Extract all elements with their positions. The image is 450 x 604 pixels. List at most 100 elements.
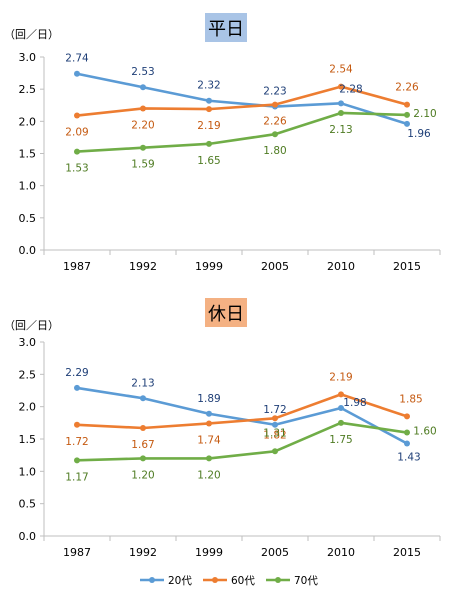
y-tick-label: 1.0 (19, 180, 37, 193)
data-label: 1.72 (65, 436, 88, 448)
data-point (338, 100, 344, 107)
series-line-70代 (76, 111, 408, 153)
data-label: 1.65 (197, 155, 220, 167)
data-label: 1.96 (407, 128, 431, 140)
data-label: 1.17 (65, 471, 88, 483)
data-point (140, 144, 146, 151)
data-label: 2.29 (65, 367, 88, 379)
data-label: 1.72 (263, 404, 286, 416)
series-line-20代 (76, 386, 408, 445)
data-point (74, 457, 80, 464)
data-label: 1.80 (263, 145, 286, 157)
data-label: 1.98 (343, 397, 366, 409)
data-label: 1.20 (131, 469, 154, 481)
y-tick-label: 2.0 (19, 401, 37, 414)
data-label: 2.53 (131, 66, 154, 78)
chart-title-box (205, 13, 247, 42)
data-label: 2.13 (131, 377, 154, 389)
y-tick-label: 2.5 (19, 368, 37, 381)
data-point (74, 148, 80, 155)
x-tick-label: 1987 (63, 260, 91, 273)
x-tick-label: 1987 (63, 546, 91, 559)
y-tick-label: 3.0 (19, 336, 37, 349)
data-label: 1.59 (131, 159, 154, 171)
x-tick-label: 1999 (195, 546, 223, 559)
data-label: 1.60 (413, 426, 436, 438)
data-label: 2.23 (263, 86, 286, 98)
chart-panel-2: 休日 （回／日） 0.0 0.5 1.0 1.5 2.0 2.5 3.0 1987 1992 1999… (4, 298, 441, 559)
legend-swatch-marker (149, 577, 155, 583)
data-label: 1.53 (65, 163, 88, 175)
data-label: 2.19 (329, 371, 352, 383)
data-label: 2.28 (339, 83, 362, 95)
data-point (272, 131, 278, 138)
data-label: 1.74 (197, 434, 221, 446)
data-point (338, 109, 344, 116)
data-point (206, 140, 212, 147)
chart-title-box (205, 298, 247, 327)
data-label: 2.13 (329, 124, 352, 136)
y-tick-label: 0.0 (19, 244, 37, 257)
data-label: 2.19 (197, 120, 220, 132)
data-point (404, 440, 410, 447)
data-point (206, 455, 212, 462)
data-point (140, 425, 146, 432)
data-label: 1.67 (131, 439, 154, 451)
data-point (206, 97, 212, 104)
legend: 20代 60代 70代 (140, 575, 318, 587)
y-tick-label: 0.5 (19, 498, 37, 511)
data-point (74, 384, 80, 391)
x-tick-label: 1992 (129, 260, 157, 273)
legend-item: 70代 (294, 575, 318, 587)
data-label: 2.54 (329, 64, 353, 76)
data-point (206, 106, 212, 113)
data-label: 1.82 (263, 429, 286, 441)
data-label: 1.89 (197, 393, 220, 405)
data-point (272, 101, 278, 108)
data-point (140, 455, 146, 462)
data-point (74, 421, 80, 428)
data-point (404, 120, 410, 127)
data-point (140, 395, 146, 402)
series-line-20代 (76, 72, 408, 126)
x-tick-label: 1999 (195, 260, 223, 273)
y-tick-label: 3.0 (19, 51, 37, 64)
chart-title: 平日 (208, 19, 244, 40)
data-point (272, 448, 278, 455)
x-tick-label: 2010 (327, 546, 355, 559)
y-unit-label: （回／日） (4, 319, 59, 332)
data-point (140, 84, 146, 91)
data-point (404, 429, 410, 436)
data-label: 1.20 (197, 469, 220, 481)
data-label: 2.26 (263, 116, 287, 128)
data-label: 2.26 (395, 82, 419, 94)
data-point (338, 391, 344, 398)
chart-title: 休日 (208, 304, 244, 325)
data-point (404, 413, 410, 420)
data-point (404, 111, 410, 118)
data-label: 2.32 (197, 80, 220, 92)
data-point (206, 410, 212, 417)
data-point (272, 421, 278, 428)
x-tick-label: 2005 (261, 260, 289, 273)
y-tick-label: 1.0 (19, 465, 37, 478)
data-point (140, 105, 146, 112)
data-label: 1.75 (329, 434, 352, 446)
x-tick-label: 2015 (393, 260, 421, 273)
y-tick-label: 1.5 (19, 433, 37, 446)
y-unit-label: （回／日） (4, 28, 59, 41)
data-label: 1.43 (397, 452, 420, 464)
legend-item: 60代 (231, 575, 255, 587)
data-label: 2.09 (65, 127, 88, 139)
data-label: 1.31 (263, 427, 286, 439)
y-tick-label: 2.0 (19, 115, 37, 128)
data-point (74, 112, 80, 119)
data-label: 2.20 (131, 119, 154, 131)
x-tick-label: 2015 (393, 546, 421, 559)
legend-swatch-marker (275, 577, 281, 583)
data-point (206, 420, 212, 427)
y-tick-label: 0.0 (19, 530, 37, 543)
data-point (74, 70, 80, 77)
